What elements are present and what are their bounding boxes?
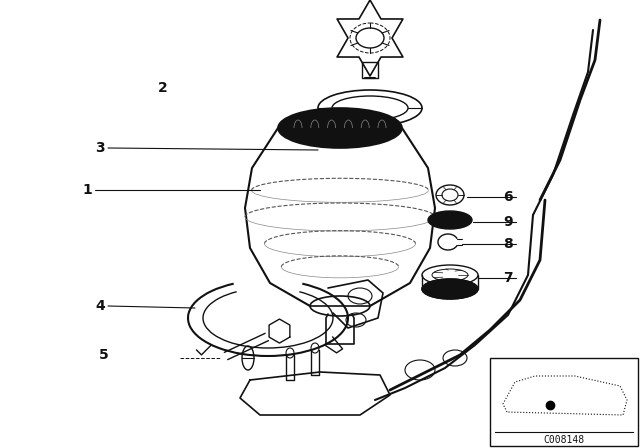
Ellipse shape (292, 113, 388, 143)
Text: 6: 6 (503, 190, 513, 204)
Ellipse shape (440, 216, 460, 224)
Text: 9: 9 (503, 215, 513, 229)
Text: 8: 8 (503, 237, 513, 251)
Text: C008148: C008148 (543, 435, 584, 445)
Ellipse shape (428, 211, 472, 229)
Text: 7: 7 (503, 271, 513, 285)
Ellipse shape (422, 279, 478, 299)
Text: 3: 3 (95, 141, 105, 155)
Ellipse shape (278, 108, 402, 148)
Text: 1: 1 (82, 183, 92, 197)
Text: 4: 4 (95, 299, 105, 313)
Text: 2: 2 (158, 81, 168, 95)
Bar (490, 358, 638, 446)
Text: 5: 5 (99, 348, 109, 362)
